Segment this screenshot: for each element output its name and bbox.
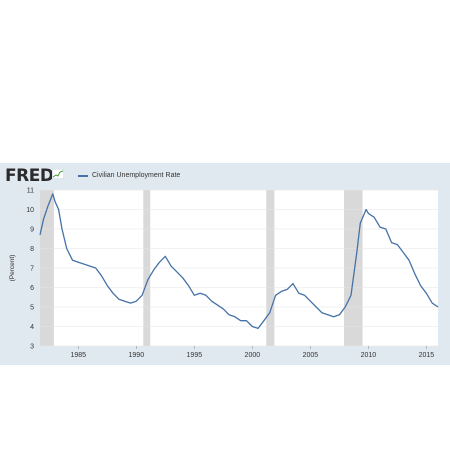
y-axis-label: (Percent)	[9, 255, 16, 282]
y-tick-label: 11	[27, 188, 34, 195]
y-tick-label: 8	[30, 246, 34, 253]
y-tick-label: 5	[30, 305, 34, 312]
chart-panel: FRED Civilian Unemployment Rate 3 4 5 6 7 8 9 1…	[0, 163, 450, 365]
y-tick-label: 4	[30, 324, 34, 331]
x-tick-label: 2005	[303, 352, 319, 359]
legend: Civilian Unemployment Rate	[78, 171, 180, 180]
y-tick-label: 9	[30, 227, 34, 234]
y-tick-label: 6	[30, 285, 34, 292]
x-tick-label: 1990	[129, 352, 145, 359]
chart-svg: 3 4 5 6 7 8 9 10 11 1985 1990 1995 2000 2005 2010 2015 (…	[9, 188, 439, 359]
series-line-unemployment-rate	[39, 193, 439, 330]
x-tick-label: 2010	[361, 352, 377, 359]
y-tick-label: 7	[30, 266, 34, 273]
x-tick-label: 2000	[245, 352, 261, 359]
x-tick-label: 1985	[71, 352, 87, 359]
fred-logo: FRED	[5, 166, 54, 186]
x-tick-label: 2015	[419, 352, 435, 359]
y-tick-label: 10	[26, 207, 34, 214]
y-tick-label: 3	[30, 344, 34, 351]
fred-logo-graph-icon	[52, 169, 64, 179]
legend-swatch	[78, 174, 88, 177]
x-tick-label: 1995	[187, 352, 203, 359]
legend-label: Civilian Unemployment Rate	[92, 172, 181, 179]
